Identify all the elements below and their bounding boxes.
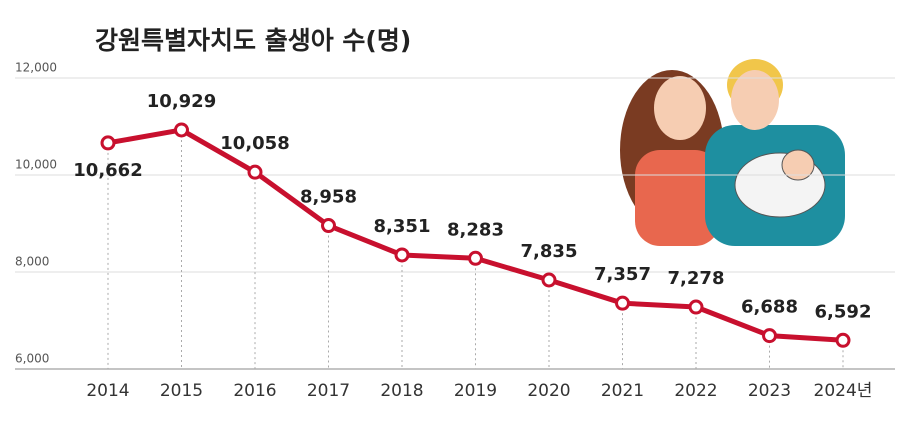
marker (762, 328, 777, 344)
data-label: 10,929 (147, 91, 216, 112)
marker (615, 295, 630, 311)
data-label: 7,835 (521, 241, 578, 262)
y-tick-label: 8,000 (15, 255, 49, 269)
shirt (635, 150, 720, 246)
data-label: 6,592 (815, 301, 872, 322)
x-tick-label: 2019 (454, 381, 497, 401)
illustration (620, 59, 845, 246)
marker (688, 299, 704, 315)
x-tick-label: 2018 (380, 381, 423, 401)
data-label: 8,351 (374, 216, 431, 237)
x-tick-label: 2017 (307, 381, 350, 401)
marker (100, 135, 116, 151)
x-tick-label: 2015 (160, 381, 203, 401)
data-label: 7,357 (594, 264, 651, 285)
baby-face (781, 149, 815, 181)
marker (321, 218, 336, 234)
marker (174, 122, 189, 138)
data-label: 8,958 (300, 187, 357, 208)
chart-title: 강원특별자치도 출생아 수(명) (95, 26, 411, 55)
marker (394, 247, 410, 263)
data-label: 7,278 (668, 268, 725, 289)
data-label: 10,058 (220, 133, 289, 154)
marker (247, 164, 263, 180)
face (654, 76, 706, 140)
x-tick-label: 2022 (674, 381, 717, 401)
marker (835, 332, 851, 348)
x-tick-label: 2014 (86, 381, 129, 401)
x-tick-label: 2024년 (814, 381, 873, 401)
data-label: 10,662 (73, 160, 142, 181)
x-tick-label: 2021 (601, 381, 644, 401)
y-tick-label: 6,000 (15, 352, 49, 366)
data-label: 6,688 (741, 297, 798, 318)
x-tick-label: 2023 (748, 381, 791, 401)
y-tick-label: 12,000 (15, 61, 57, 75)
marker (468, 250, 483, 266)
x-tick-label: 2020 (527, 381, 570, 401)
data-label: 8,283 (447, 219, 504, 240)
x-tick-label: 2016 (233, 381, 276, 401)
y-tick-label: 10,000 (15, 158, 57, 172)
face (731, 70, 779, 130)
marker (541, 272, 557, 288)
